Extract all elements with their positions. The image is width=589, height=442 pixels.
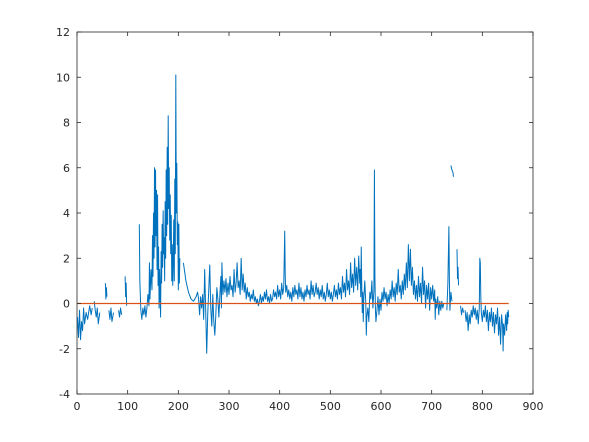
series-1-segment-7 [138,74,181,320]
series-1-segment-2 [93,301,101,325]
x-tick-label: 800 [472,400,493,413]
series-1-segment-10 [450,165,454,177]
x-tick-label: 0 [74,400,81,413]
series-1-segment-4 [108,307,114,323]
x-tick-label: 900 [523,400,544,413]
x-tick-label: 400 [269,400,290,413]
plot-frame [76,31,534,395]
y-tick-label: -4 [59,388,70,401]
series-1-segment-3 [104,283,108,300]
series-1-segment-5 [118,307,123,318]
series-1-segment-12 [460,305,465,316]
x-tick-label: 600 [371,400,392,413]
x-tick-label: 500 [320,400,341,413]
x-tick-label: 100 [117,400,138,413]
x-tick-label: 700 [421,400,442,413]
series-1-segment-9 [446,226,453,311]
y-tick-label: 10 [56,71,70,84]
y-tick-label: 8 [63,117,70,130]
series-1-segment-11 [456,249,460,286]
series-1-segment-6 [124,276,128,306]
y-tick-label: 2 [63,252,70,265]
y-tick-label: 0 [63,298,70,311]
y-tick-label: 4 [63,207,70,220]
y-tick-label: -2 [59,343,70,356]
axis-ticks [76,31,534,395]
series-1-segment-8 [182,169,445,354]
series-1-segment-13 [464,257,510,352]
y-tick-label: 6 [63,162,70,175]
axes [76,31,534,395]
tick-labels: 0 100 200 300 400 500 600 700 800 900 -4 -2 0 2 4 6 8 10 1… [56,26,544,413]
series-1-segment-1 [77,305,93,341]
x-tick-label: 300 [219,400,240,413]
x-tick-label: 200 [168,400,189,413]
plot-lines [77,74,510,354]
y-tick-label: 12 [56,26,70,39]
